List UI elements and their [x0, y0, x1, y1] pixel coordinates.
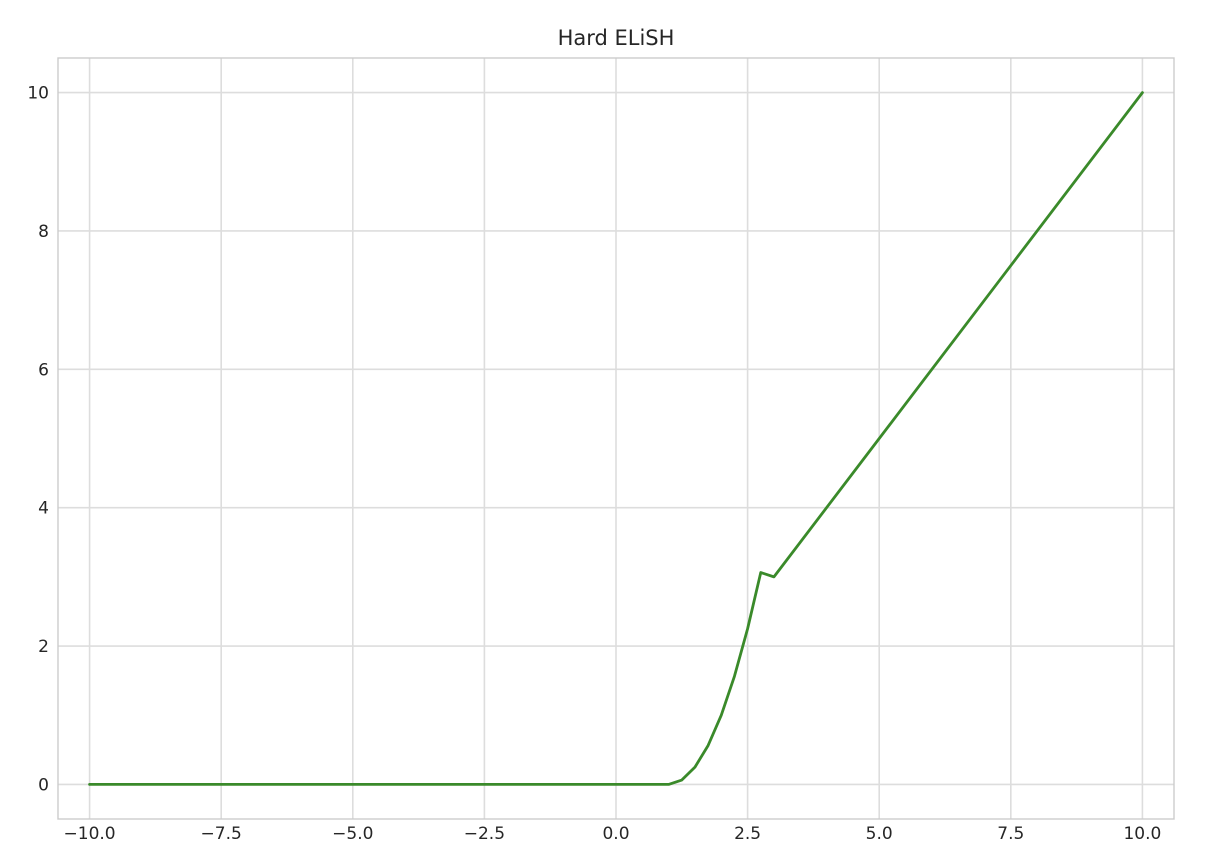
x-tick-label: 0.0 [602, 824, 629, 844]
x-tick-label: −7.5 [201, 824, 242, 844]
y-tick-label: 8 [38, 222, 49, 242]
plot-area-frame [57, 57, 1175, 820]
series-layer [88, 91, 1144, 786]
grid [58, 58, 1174, 819]
x-tick-label: 5.0 [866, 824, 893, 844]
x-tick-label: 2.5 [734, 824, 761, 844]
chart-title: Hard ELiSH [558, 26, 675, 50]
y-tick-label: 6 [38, 360, 49, 380]
y-tick-label: 10 [27, 84, 49, 104]
x-tick-label: −10.0 [64, 824, 116, 844]
x-tick-label: −2.5 [464, 824, 505, 844]
x-tick-label: 10.0 [1123, 824, 1161, 844]
x-axis-tick-labels: −10.0 −7.5 −5.0 −2.5 0.0 2.5 5.0 7.5 10.0 [64, 824, 1162, 844]
y-tick-label: 2 [38, 637, 49, 657]
x-tick-label: −5.0 [332, 824, 373, 844]
y-axis-tick-labels: 0 2 4 6 8 10 [27, 84, 49, 796]
y-tick-label: 0 [38, 775, 49, 795]
y-tick-label: 4 [38, 499, 49, 519]
series-line [88, 91, 1144, 786]
x-tick-label: 7.5 [997, 824, 1024, 844]
